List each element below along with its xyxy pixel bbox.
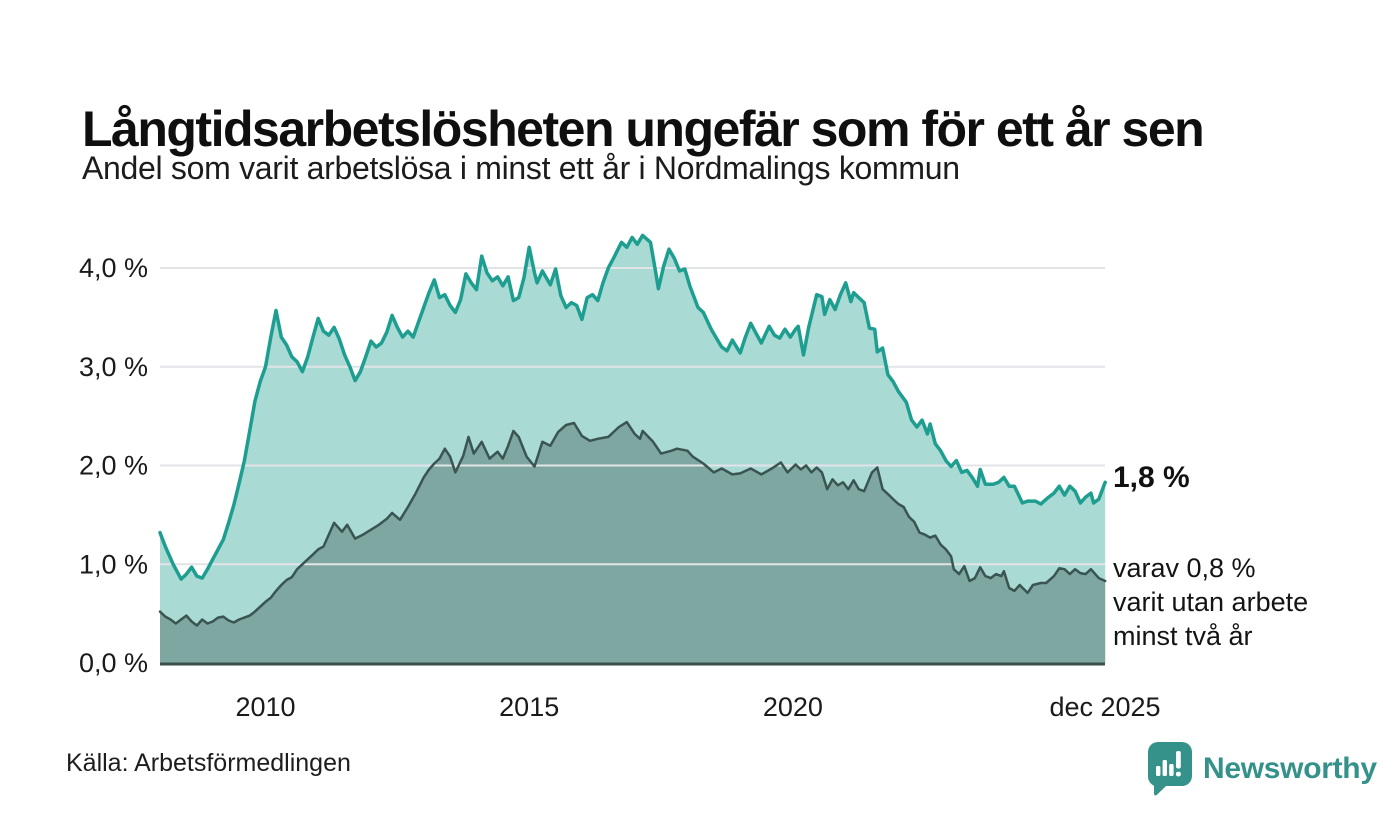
y-tick-label: 3,0 % bbox=[79, 352, 148, 382]
x-tick-label: 2015 bbox=[499, 692, 559, 722]
y-tick-label: 4,0 % bbox=[79, 253, 148, 283]
secondary-annotation: varav 0,8 % varit utan arbete minst två … bbox=[1113, 551, 1308, 653]
y-tick-label: 2,0 % bbox=[79, 451, 148, 481]
line-unemployed-one-year bbox=[158, 233, 1107, 581]
newsworthy-logo: Newsworthy bbox=[1146, 741, 1377, 797]
area-unemployed-one-year bbox=[160, 235, 1106, 663]
x-tick-label: 2020 bbox=[763, 692, 823, 722]
newsworthy-bubble-chart-icon bbox=[1147, 742, 1192, 796]
y-tick-label: 1,0 % bbox=[79, 549, 148, 579]
x-tick-label: 2010 bbox=[235, 692, 295, 722]
x-tick-label: dec 2025 bbox=[1049, 692, 1160, 722]
line-unemployed-two-years bbox=[158, 420, 1107, 627]
secondary-annotation-line: varav 0,8 % bbox=[1113, 553, 1256, 583]
source-note: Källa: Arbetsförmedlingen bbox=[66, 749, 351, 777]
y-tick-label: 0,0 % bbox=[79, 648, 148, 678]
chart-subtitle: Andel som varit arbetslösa i minst ett å… bbox=[82, 150, 960, 186]
newsworthy-logo-text: Newsworthy bbox=[1203, 752, 1377, 785]
end-value-label: 1,8 % bbox=[1113, 461, 1190, 494]
secondary-annotation-line: varit utan arbete bbox=[1113, 587, 1309, 617]
area-chart: 0,0 % 1,0 % 2,0 % 3,0 % 4,0 % 2010 2015 2020 dec… bbox=[79, 233, 1161, 722]
secondary-annotation-line: minst två år bbox=[1113, 621, 1253, 651]
page-title: Långtidsarbetslösheten ungefär som för e… bbox=[82, 100, 1205, 157]
